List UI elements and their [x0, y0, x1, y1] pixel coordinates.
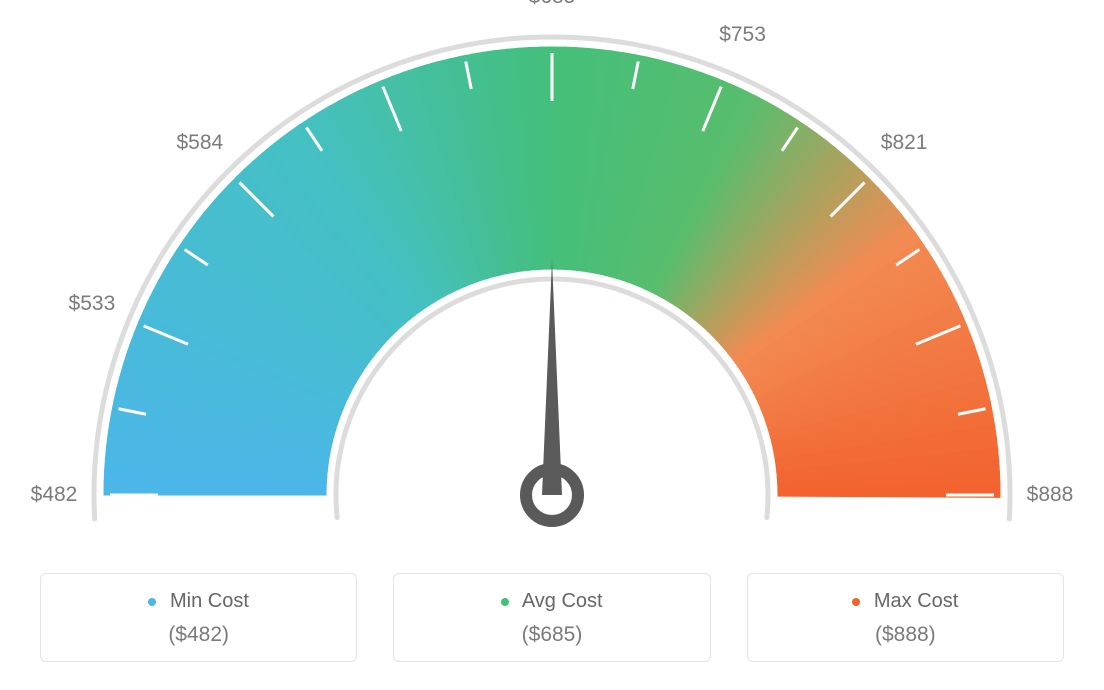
- legend-label: Min Cost: [51, 590, 346, 613]
- legend-text: Min Cost: [170, 590, 249, 612]
- gauge-area: $482 $533 $584 $685 $753 $821 $888: [0, 0, 1104, 570]
- gauge-tick-label: $821: [881, 131, 928, 155]
- legend-value: ($482): [51, 623, 346, 647]
- gauge-svg: [0, 0, 1104, 570]
- gauge-tick-label: $753: [719, 23, 766, 47]
- bullet-icon: [852, 598, 860, 606]
- legend-card-min: Min Cost ($482): [40, 573, 357, 662]
- gauge-tick-label: $482: [31, 483, 78, 507]
- gauge-tick-label: $584: [177, 131, 224, 155]
- gauge-tick-label: $533: [69, 292, 116, 316]
- legend: Min Cost ($482) Avg Cost ($685) Max Cost…: [40, 573, 1064, 662]
- bullet-icon: [148, 598, 156, 606]
- gauge-tick-label: $888: [1027, 483, 1074, 507]
- legend-label: Max Cost: [758, 590, 1053, 613]
- gauge-tick-label: $685: [529, 0, 576, 9]
- legend-text: Max Cost: [874, 590, 958, 612]
- legend-card-avg: Avg Cost ($685): [393, 573, 710, 662]
- legend-value: ($888): [758, 623, 1053, 647]
- cost-gauge-chart: $482 $533 $584 $685 $753 $821 $888 Min Cost ($…: [0, 0, 1104, 690]
- bullet-icon: [501, 598, 509, 606]
- legend-card-max: Max Cost ($888): [747, 573, 1064, 662]
- legend-text: Avg Cost: [522, 590, 603, 612]
- legend-label: Avg Cost: [404, 590, 699, 613]
- legend-value: ($685): [404, 623, 699, 647]
